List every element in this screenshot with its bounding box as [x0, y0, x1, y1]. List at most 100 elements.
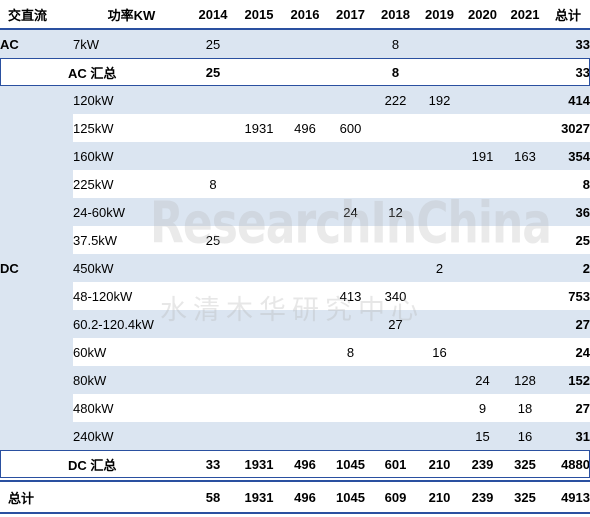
- column-header: 2016: [290, 6, 320, 22]
- value-cell: 8: [373, 29, 418, 58]
- value-cell: [282, 86, 328, 114]
- table-row: 240kW 15 16 31: [0, 422, 590, 450]
- value-cell: [190, 142, 236, 170]
- value-cell: [504, 86, 546, 114]
- value-cell: [328, 310, 373, 338]
- value-cell: [461, 338, 504, 366]
- table-row: 160kW 191 163 354: [0, 142, 590, 170]
- column-header: 交直流: [8, 7, 48, 23]
- row-total-cell: 414: [546, 86, 590, 114]
- value-cell: [328, 86, 373, 114]
- value-cell: [282, 29, 328, 58]
- row-total-cell: 354: [546, 142, 590, 170]
- value-cell: [282, 142, 328, 170]
- value-cell: [504, 170, 546, 198]
- table-row: AC 7kW 25 8 33: [0, 29, 590, 58]
- value-cell: [418, 142, 461, 170]
- subtotal-value: 33: [190, 450, 236, 478]
- value-cell: [504, 338, 546, 366]
- column-header: 总计: [554, 7, 581, 23]
- table-row: 37.5kW 25 25: [0, 226, 590, 254]
- row-total-cell: 24: [575, 344, 590, 360]
- value-cell: [373, 114, 418, 142]
- subtotal-value: [328, 58, 373, 86]
- subtotal-value: [461, 58, 504, 86]
- value-cell: 163: [504, 142, 546, 170]
- value-cell: [236, 198, 282, 226]
- row-total-cell: 8: [582, 176, 590, 192]
- value-cell: [373, 366, 418, 394]
- value-cell: [328, 29, 373, 58]
- value-cell: [236, 142, 282, 170]
- value-cell: 15: [461, 422, 504, 450]
- subtotal-value: [236, 58, 282, 86]
- value-cell: [418, 394, 461, 422]
- table-row: 450kW 2 2: [0, 254, 590, 282]
- power-cell: 48-120kW: [73, 288, 133, 304]
- value-cell: [418, 310, 461, 338]
- value-cell: [236, 338, 282, 366]
- row-total-cell: 27: [546, 310, 590, 338]
- value-cell: [282, 198, 328, 226]
- value-cell: [190, 422, 236, 450]
- value-cell: [504, 226, 546, 254]
- power-cell: 125kW: [73, 120, 114, 136]
- value-cell: [461, 170, 504, 198]
- column-header: 2019: [425, 6, 454, 22]
- value-cell: [328, 422, 373, 450]
- row-total-cell: 36: [546, 198, 590, 226]
- value-cell: [461, 310, 504, 338]
- subtotal-value: 239: [461, 450, 504, 478]
- subtotal-total: 4880: [546, 450, 590, 478]
- subtotal-label: DC 汇总: [0, 450, 190, 478]
- value-cell: [236, 282, 282, 310]
- power-cell: 120kW: [73, 86, 190, 114]
- value-cell: [236, 86, 282, 114]
- value-cell: [190, 394, 236, 422]
- subtotal-value: 496: [282, 450, 328, 478]
- table-row: 60.2-120.4kW 27 27: [0, 310, 590, 338]
- value-cell: [190, 86, 236, 114]
- power-cell: 37.5kW: [73, 232, 118, 248]
- value-cell: [418, 422, 461, 450]
- value-cell: [373, 394, 418, 422]
- subtotal-value: 601: [373, 450, 418, 478]
- value-cell: [418, 198, 461, 226]
- value-cell: 9: [478, 400, 487, 416]
- grand-total-value: 609: [373, 480, 418, 514]
- subtotal-value: 25: [190, 58, 236, 86]
- value-cell: [190, 366, 236, 394]
- power-cell: 7kW: [73, 29, 190, 58]
- value-cell: [461, 282, 504, 310]
- row-total-cell: 27: [575, 400, 590, 416]
- value-cell: [282, 226, 328, 254]
- value-cell: [282, 338, 328, 366]
- power-cell: 160kW: [73, 142, 190, 170]
- row-total-cell: 753: [568, 288, 590, 304]
- value-cell: [282, 310, 328, 338]
- dc-type-label: DC: [0, 86, 73, 450]
- table-row: 24-60kW 24 12 36: [0, 198, 590, 226]
- value-cell: [461, 114, 504, 142]
- ac-type-label: AC: [0, 29, 73, 58]
- grand-total-value: 496: [282, 480, 328, 514]
- column-header: 2014: [198, 6, 228, 22]
- value-cell: [190, 114, 236, 142]
- value-cell: [418, 226, 461, 254]
- table-row: 60kW 8 16 24: [0, 338, 590, 366]
- power-cell: 225kW: [73, 176, 114, 192]
- subtotal-value: [504, 58, 546, 86]
- value-cell: [328, 254, 373, 282]
- grand-total-value: 1931: [236, 480, 282, 514]
- power-cell: 60kW: [73, 344, 107, 360]
- value-cell: 18: [517, 400, 533, 416]
- value-cell: 8: [346, 344, 355, 360]
- grand-total-value: 58: [190, 480, 236, 514]
- value-cell: [418, 29, 461, 58]
- table-row: 125kW 1931 496 600 3027: [0, 114, 590, 142]
- value-cell: 2: [418, 254, 461, 282]
- ac-subtotal-row: AC 汇总 25 8 33: [0, 58, 590, 86]
- value-cell: [373, 422, 418, 450]
- header-row: 交直流 功率KW 2014 2015 2016 2017 2018 2019 2020 2021 总…: [0, 0, 590, 29]
- grand-total-total: 4913: [546, 480, 590, 514]
